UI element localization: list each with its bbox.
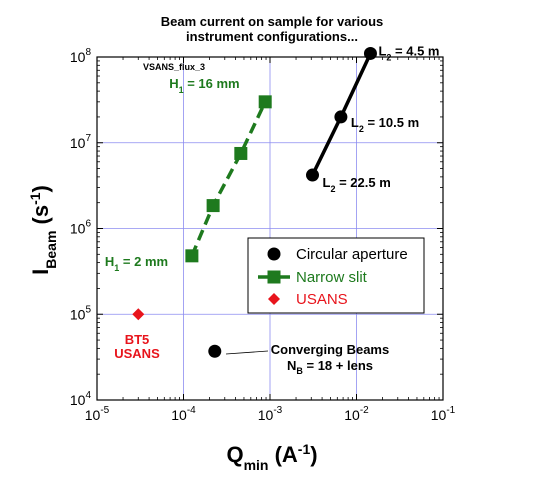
y-axis-label-main: I [28, 269, 53, 275]
data-point-narrow-slit [234, 146, 248, 160]
annotation-main: H [169, 76, 178, 91]
annotation-rest: = 22.5 m [335, 175, 390, 190]
annotation-sub: 2 [359, 124, 364, 134]
converging-n-main: N [287, 358, 296, 373]
x-axis-label-main: Q [226, 442, 243, 467]
data-point-narrow-slit [258, 95, 272, 109]
y-tick-exp: 6 [85, 219, 91, 230]
figure-tag: VSANS_flux_3 [143, 62, 205, 72]
converging-label-line-2: NB = 18 + lens [287, 358, 373, 376]
annotation-label: H1 = 2 mm [105, 254, 168, 273]
x-axis-label: Qmin (A-1) [226, 441, 317, 473]
annotation-main: H [105, 254, 114, 269]
x-tick-base: 10 [258, 407, 274, 423]
x-axis-label-unit-sup: -1 [298, 441, 311, 457]
legend-label: Circular aperture [296, 246, 408, 263]
legend-marker [267, 247, 281, 261]
y-tick-label: 105 [70, 304, 92, 322]
converging-label-line-1: Converging Beams [271, 342, 389, 357]
data-point-narrow-slit [206, 199, 220, 213]
y-tick-exp: 8 [85, 47, 91, 58]
x-tick-exp: -1 [446, 405, 455, 416]
annotation-label: L2 = 10.5 m [351, 115, 419, 134]
y-tick-base: 10 [70, 306, 86, 322]
y-axis-label-unit-sup: -1 [27, 192, 43, 205]
annotation-sub: 2 [386, 52, 391, 62]
converging-leader-line [225, 350, 269, 355]
annotations: L2 = 4.5 mL2 = 10.5 mL2 = 22.5 mH1 = 16 … [105, 43, 440, 272]
legend: Circular aperture Narrow slit USANS [247, 237, 425, 314]
x-tick-exp: -2 [360, 405, 369, 416]
series-line-narrow-slit [190, 101, 267, 257]
y-tick-exp: 7 [85, 133, 91, 144]
annotation-sub: 1 [179, 85, 184, 95]
chart-title-line-1: Beam current on sample for various [161, 14, 384, 29]
y-tick-label: 104 [70, 390, 92, 408]
y-axis-label: IBeam (s-1) [27, 185, 59, 275]
y-tick-label: 106 [70, 219, 92, 237]
data-point-circular-aperture [306, 168, 320, 182]
y-axis-label-sub: Beam [43, 231, 59, 269]
data-point-narrow-slit [185, 249, 199, 263]
x-axis-label-unit-close: ) [310, 442, 317, 467]
legend-label: USANS [296, 291, 348, 308]
x-tick-label: 10-4 [171, 405, 196, 423]
x-tick-label: 10-5 [85, 405, 110, 423]
x-axis-label-unit-open: (A [268, 442, 297, 467]
annotation-sub: 2 [330, 184, 335, 194]
chart-title-line-2: instrument configurations... [186, 29, 358, 44]
x-tick-base: 10 [344, 407, 360, 423]
y-tick-exp: 5 [85, 304, 91, 315]
bt5-label-line-2: USANS [114, 346, 160, 361]
annotation-rest: = 10.5 m [364, 115, 419, 130]
x-tick-label: 10-2 [344, 405, 369, 423]
x-tick-exp: -4 [187, 405, 196, 416]
x-tick-exp: -5 [100, 405, 109, 416]
y-axis-label-unit-open: (s [28, 205, 53, 225]
converging-n-rest: = 18 + lens [303, 358, 373, 373]
x-tick-base: 10 [85, 407, 101, 423]
annotation-rest: = 2 mm [119, 254, 168, 269]
markers [132, 46, 377, 358]
y-tick-exp: 4 [85, 390, 91, 401]
annotation-main: L [323, 175, 331, 190]
annotation-rest: = 16 mm [184, 76, 240, 91]
y-tick-label: 108 [70, 47, 92, 65]
x-tick-base: 10 [431, 407, 447, 423]
y-axis-label-unit-close: ) [28, 185, 53, 192]
y-tick-base: 10 [70, 49, 86, 65]
y-tick-base: 10 [70, 392, 86, 408]
annotation-rest: = 4.5 m [391, 43, 439, 58]
legend-marker [268, 293, 280, 305]
x-axis-label-sub: min [244, 457, 269, 473]
annotation-label: L2 = 22.5 m [323, 175, 391, 194]
data-point-series-3 [208, 344, 222, 358]
x-tick-base: 10 [171, 407, 187, 423]
legend-entries: Circular aperture Narrow slit USANS [258, 246, 408, 308]
converging-n-sub: B [296, 366, 303, 376]
annotation-label: H1 = 16 mm [169, 76, 239, 95]
x-tick-exp: -3 [273, 405, 282, 416]
legend-marker [267, 270, 281, 284]
y-tick-label: 107 [70, 133, 92, 151]
data-point-circular-aperture [363, 46, 377, 60]
annotation-label: L2 = 4.5 m [378, 43, 439, 62]
legend-label: Narrow slit [296, 269, 368, 286]
annotation-sub: 1 [114, 263, 119, 273]
x-tick-label: 10-3 [258, 405, 283, 423]
y-tick-base: 10 [70, 221, 86, 237]
data-point-circular-aperture [334, 110, 348, 124]
data-point-usans [132, 308, 145, 321]
y-tick-base: 10 [70, 135, 86, 151]
annotation-main: L [378, 43, 386, 58]
bt5-label-line-1: BT5 [125, 332, 150, 347]
annotation-main: L [351, 115, 359, 130]
x-tick-label: 10-1 [431, 405, 456, 423]
